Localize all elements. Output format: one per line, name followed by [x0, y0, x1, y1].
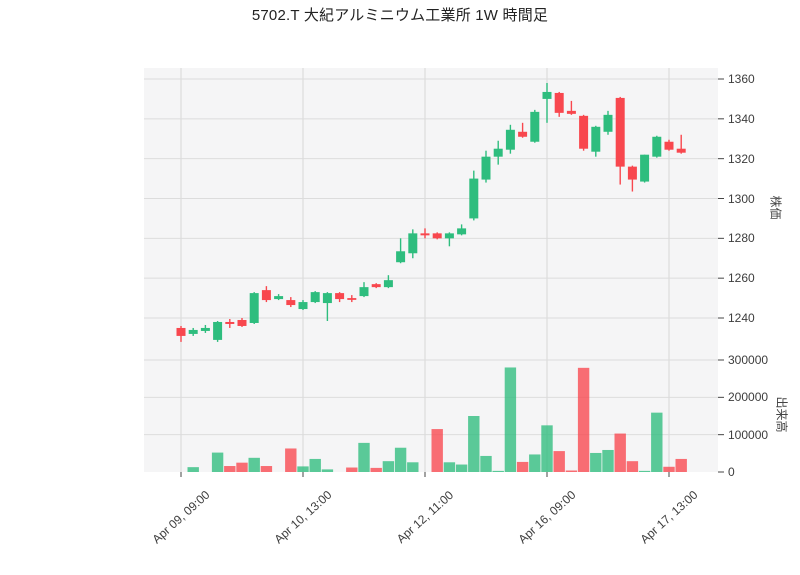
- candle-body: [383, 280, 393, 288]
- volume-bar: [346, 467, 358, 472]
- candle-body: [664, 141, 674, 150]
- candle-body: [176, 327, 186, 336]
- volume-bar: [529, 454, 541, 472]
- volume-bar: [541, 425, 553, 472]
- plot-background: [144, 68, 718, 472]
- candle-body: [188, 329, 198, 334]
- candle-body: [579, 115, 589, 149]
- candle-body: [347, 298, 357, 300]
- candle-body: [627, 166, 637, 180]
- volume-bar: [370, 467, 382, 472]
- candle-body: [249, 293, 259, 323]
- volume-bar: [492, 470, 504, 472]
- candle-body: [396, 251, 406, 263]
- volume-bar: [504, 367, 517, 472]
- volume-bar: [358, 442, 370, 472]
- candle-body: [542, 91, 552, 99]
- volume-bar: [577, 367, 590, 472]
- candle-body: [493, 148, 503, 157]
- candle-body: [615, 97, 625, 167]
- volume-bar: [590, 452, 602, 472]
- candle-body: [310, 292, 320, 303]
- volume-bar: [651, 412, 663, 472]
- candle-body: [359, 287, 369, 297]
- candle-body: [640, 154, 650, 182]
- volume-tick-label: 200000: [728, 390, 769, 405]
- volume-tick-label: 0: [728, 465, 735, 479]
- price-tick-label: 1280: [728, 231, 755, 246]
- candle-body: [566, 110, 576, 114]
- volume-bar: [565, 470, 578, 472]
- volume-bar: [309, 458, 321, 472]
- candle-body: [261, 290, 271, 301]
- price-tick-label: 1340: [728, 111, 755, 126]
- volume-bar: [431, 429, 443, 472]
- volume-bar: [638, 470, 651, 472]
- volume-bar: [394, 447, 407, 472]
- volume-bar: [407, 462, 419, 472]
- candle-body: [200, 327, 210, 331]
- candle-body: [335, 293, 345, 300]
- candle-body: [432, 233, 442, 239]
- volume-bar: [443, 462, 456, 472]
- candle-body: [420, 233, 430, 236]
- volume-bar: [285, 448, 297, 472]
- candle-body: [286, 300, 296, 306]
- volume-axis-title: 出来高: [774, 396, 789, 433]
- volume-tick-label: 100000: [728, 427, 769, 442]
- candle-body: [274, 296, 284, 300]
- candle-body: [444, 233, 454, 239]
- volume-bar: [297, 466, 309, 472]
- volume-bar: [663, 466, 675, 472]
- volume-bar: [553, 451, 565, 472]
- volume-bar: [626, 461, 639, 472]
- volume-tick-label: 300000: [728, 353, 769, 367]
- volume-bar: [187, 467, 199, 472]
- candle-body: [530, 111, 540, 142]
- volume-bar: [224, 466, 236, 472]
- volume-bar: [516, 461, 529, 472]
- price-tick-label: 1300: [728, 191, 755, 206]
- candle-body: [652, 136, 662, 157]
- candle-body: [603, 114, 613, 132]
- volume-bar: [211, 452, 224, 472]
- candle-body: [505, 129, 515, 150]
- candle-body: [676, 148, 686, 153]
- volume-bar: [602, 449, 614, 472]
- price-axis-title: 株価: [768, 195, 783, 220]
- volume-bar: [468, 416, 480, 472]
- candle-body: [554, 92, 564, 113]
- volume-bar: [248, 457, 260, 472]
- volume-bar: [675, 458, 687, 472]
- candle-body: [298, 302, 308, 310]
- volume-bar: [321, 469, 334, 472]
- price-tick-label: 1320: [728, 151, 755, 166]
- price-tick-label: 1240: [728, 311, 755, 325]
- price-tick-label: 1360: [728, 72, 755, 86]
- candle-body: [591, 126, 601, 152]
- candle-body: [408, 233, 418, 254]
- candle-body: [322, 293, 332, 304]
- candle-body: [481, 156, 491, 180]
- volume-bar: [382, 461, 395, 472]
- volume-bar: [260, 466, 273, 472]
- candle-body: [237, 319, 247, 326]
- candle-body: [469, 178, 479, 219]
- volume-bar: [455, 464, 468, 472]
- price-tick-label: 1260: [728, 271, 755, 286]
- candle-body: [518, 131, 528, 137]
- candle-body: [213, 321, 223, 340]
- volume-bar: [614, 433, 626, 472]
- candle-body: [225, 321, 235, 324]
- candle-body: [457, 228, 467, 235]
- volume-bar: [236, 462, 248, 472]
- volume-bar: [480, 455, 492, 472]
- candle-body: [371, 284, 381, 288]
- chart-title: 5702.T 大紀アルミニウム工業所 1W 時間足: [251, 7, 549, 24]
